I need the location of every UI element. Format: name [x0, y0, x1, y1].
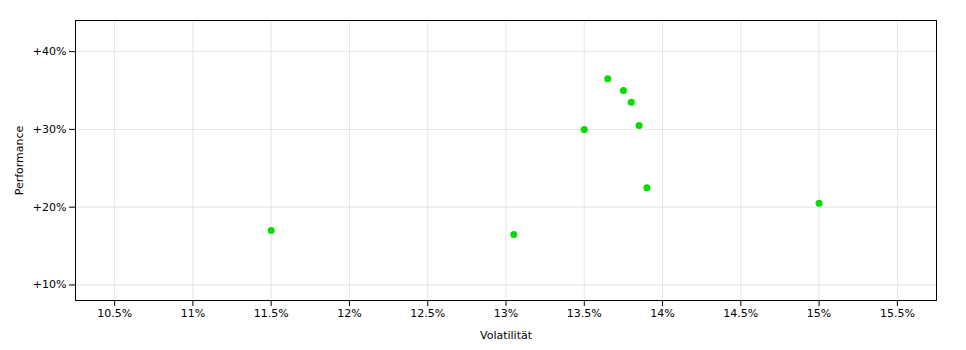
svg-text:12%: 12%	[337, 307, 361, 320]
svg-text:12.5%: 12.5%	[410, 307, 445, 320]
svg-text:11%: 11%	[181, 307, 205, 320]
svg-text:+30%: +30%	[33, 123, 67, 136]
svg-text:14%: 14%	[650, 307, 674, 320]
svg-text:10.5%: 10.5%	[97, 307, 132, 320]
svg-text:Volatilität: Volatilität	[480, 329, 533, 342]
svg-text:13.5%: 13.5%	[567, 307, 602, 320]
svg-text:15.5%: 15.5%	[880, 307, 915, 320]
svg-text:+10%: +10%	[33, 278, 67, 291]
svg-text:13%: 13%	[494, 307, 518, 320]
svg-text:+40%: +40%	[33, 45, 67, 58]
svg-text:+20%: +20%	[33, 201, 67, 214]
svg-text:Performance: Performance	[13, 125, 26, 195]
svg-text:14.5%: 14.5%	[723, 307, 758, 320]
svg-text:11.5%: 11.5%	[254, 307, 289, 320]
svg-text:15%: 15%	[807, 307, 831, 320]
